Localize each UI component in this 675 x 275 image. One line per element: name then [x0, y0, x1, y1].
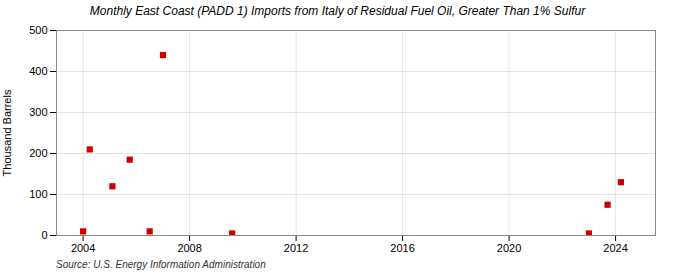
html-text:Source: U.S. Energy Informatio: Source: U.S. Energy Information Administ…	[56, 259, 266, 270]
html-text:Monthly East Coast (PADD 1) Im: Monthly East Coast (PADD 1) Imports from…	[89, 4, 586, 18]
svg-text:2004: 2004	[71, 242, 95, 254]
svg-text:2020: 2020	[497, 242, 521, 254]
svg-text:400: 400	[29, 65, 47, 77]
svg-text:Thousand Barrels: Thousand Barrels	[1, 89, 13, 176]
svg-text:200: 200	[29, 147, 47, 159]
svg-text:300: 300	[29, 106, 47, 118]
svg-text:2024: 2024	[603, 242, 627, 254]
svg-text:100: 100	[29, 188, 47, 200]
svg-text:2008: 2008	[177, 242, 201, 254]
svg-text:500: 500	[29, 24, 47, 36]
svg-text:2012: 2012	[284, 242, 308, 254]
svg-text:0: 0	[41, 229, 47, 241]
svg-text:2016: 2016	[390, 242, 414, 254]
